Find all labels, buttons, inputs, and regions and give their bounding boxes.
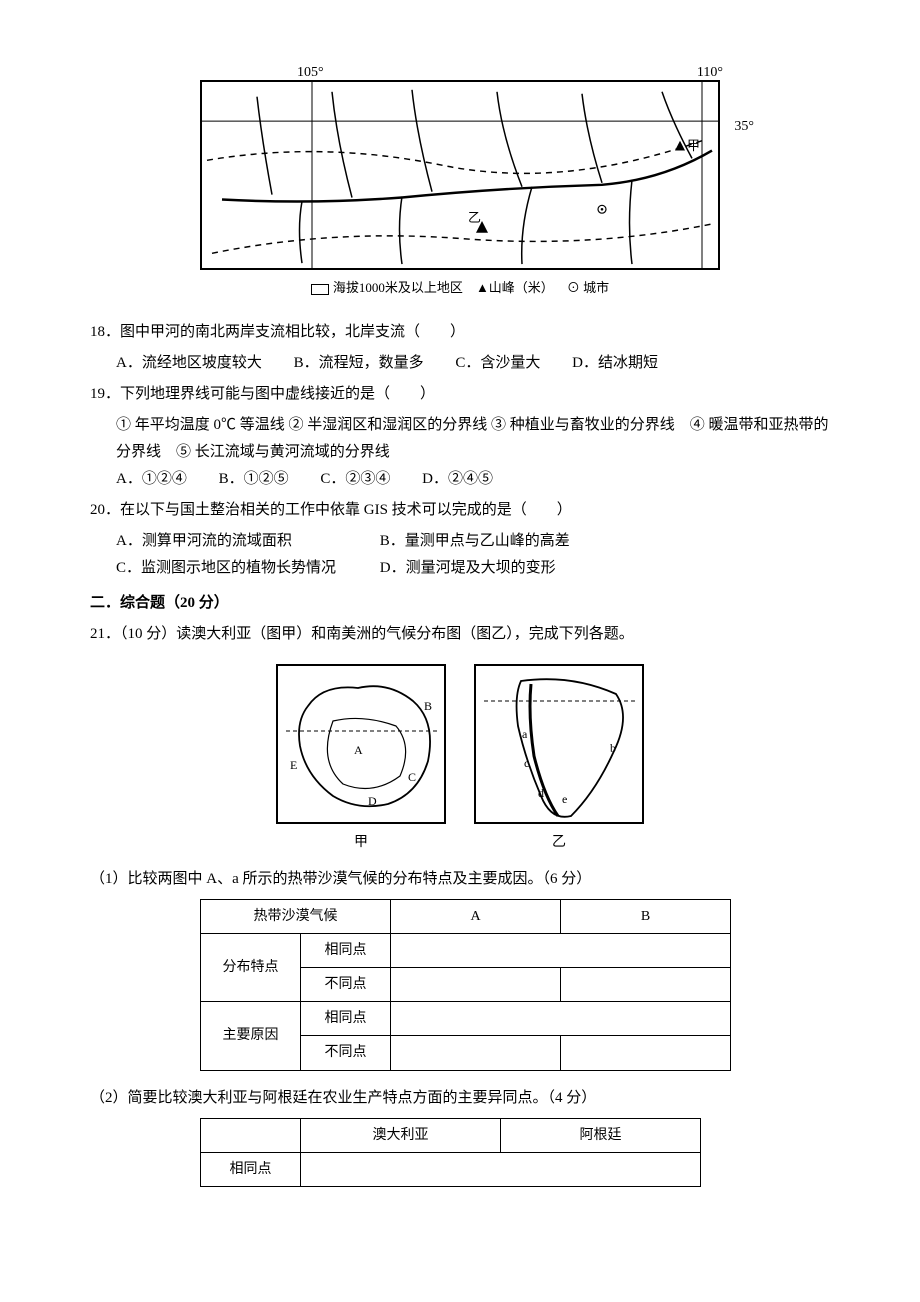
table-row: 热带沙漠气候 A B xyxy=(201,899,731,933)
legend-peak-text: ▲山峰（米） xyxy=(476,280,554,295)
climate-fig-right-caption: 乙 xyxy=(474,830,644,855)
t2-r1: 相同点 xyxy=(201,1152,301,1186)
fig-right-d: d xyxy=(538,783,544,805)
fig-right-e: e xyxy=(562,789,567,811)
t1-blank[interactable] xyxy=(391,1002,731,1036)
q20-row1: A．测算甲河流的流域面积 B．量测甲点与乙山峰的高差 xyxy=(90,528,830,555)
fig-left-D: D xyxy=(368,791,377,813)
q21-table2: 澳大利亚 阿根廷 相同点 xyxy=(200,1118,701,1187)
q20-stem: 在以下与国土整治相关的工作中依靠 GIS 技术可以完成的是（ ） xyxy=(120,502,572,518)
q19-A: A．①②④ xyxy=(116,466,187,493)
climate-fig-sa: a b c d e xyxy=(474,664,644,824)
t1-r2: 主要原因 xyxy=(201,1002,301,1070)
q20-A: A．测算甲河流的流域面积 xyxy=(116,528,376,555)
q20-row2: C．监测图示地区的植物长势情况 D．测量河堤及大坝的变形 xyxy=(90,555,830,582)
climate-fig-right-col: a b c d e 乙 xyxy=(474,664,644,855)
section-2-title: 二．综合题（20 分） xyxy=(90,590,830,617)
table-row: 相同点 xyxy=(201,1152,701,1186)
fig-left-E: E xyxy=(290,755,297,777)
table-row: 主要原因 相同点 xyxy=(201,1002,731,1036)
q20-D: D．测量河堤及大坝的变形 xyxy=(380,560,556,576)
climate-fig-australia: A B C D E xyxy=(276,664,446,824)
q18-choices: A．流经地区坡度较大 B．流程短，数量多 C．含沙量大 D．结冰期短 xyxy=(90,350,830,377)
q19-num: 19． xyxy=(90,386,120,402)
q21-num: 21． xyxy=(90,626,120,642)
legend-elev-box xyxy=(311,284,329,295)
map-label-yi: 乙 xyxy=(468,206,481,229)
t1-h1: 热带沙漠气候 xyxy=(201,899,391,933)
q20-C: C．监测图示地区的植物长势情况 xyxy=(116,555,376,582)
climate-fig-left-col: A B C D E 甲 xyxy=(276,664,446,855)
q21-sub2: （2）简要比较澳大利亚与阿根廷在农业生产特点方面的主要异同点。（4 分） xyxy=(90,1085,830,1112)
table-row: 分布特点 相同点 xyxy=(201,933,731,967)
q19-B: B．①②⑤ xyxy=(219,466,289,493)
q19-statements: ① 年平均温度 0℃ 等温线 ② 半湿润区和湿润区的分界线 ③ 种植业与畜牧业的… xyxy=(90,412,830,466)
q20-num: 20． xyxy=(90,502,120,518)
t1-blank[interactable] xyxy=(561,967,731,1001)
t1-diff-2: 不同点 xyxy=(301,1036,391,1070)
q18-A: A．流经地区坡度较大 xyxy=(116,350,262,377)
latitude-right: 35° xyxy=(734,114,754,139)
t1-blank[interactable] xyxy=(561,1036,731,1070)
fig-left-C: C xyxy=(408,767,416,789)
t2-h2: 澳大利亚 xyxy=(301,1118,501,1152)
question-21: 21．（10 分）读澳大利亚（图甲）和南美洲的气候分布图（图乙），完成下列各题。 xyxy=(90,621,830,648)
t1-h3: B xyxy=(561,899,731,933)
map-rivers-sketch xyxy=(202,82,718,268)
q19-C: C．②③④ xyxy=(320,466,390,493)
q18-D: D．结冰期短 xyxy=(572,350,658,377)
map-legend: 海拔1000米及以上地区 ▲山峰（米） ⊙ 城市 xyxy=(200,276,720,299)
fig-right-b: b xyxy=(610,738,616,760)
q19-stem: 下列地理界线可能与图中虚线接近的是（ ） xyxy=(120,386,435,402)
question-19: 19．下列地理界线可能与图中虚线接近的是（ ） xyxy=(90,381,830,408)
climate-fig-left-caption: 甲 xyxy=(276,830,446,855)
t1-diff-1: 不同点 xyxy=(301,967,391,1001)
q18-C: C．含沙量大 xyxy=(455,350,540,377)
q21-sub1: （1）比较两图中 A、a 所示的热带沙漠气候的分布特点及主要成因。（6 分） xyxy=(90,866,830,893)
q18-B: B．流程短，数量多 xyxy=(294,350,424,377)
map-label-jia: 甲 xyxy=(687,134,700,157)
t2-blank[interactable] xyxy=(301,1152,701,1186)
q18-num: 18． xyxy=(90,324,120,340)
table-row: 澳大利亚 阿根廷 xyxy=(201,1118,701,1152)
t1-h2: A xyxy=(391,899,561,933)
t1-same-2: 相同点 xyxy=(301,1002,391,1036)
fig-left-A: A xyxy=(354,740,363,762)
q19-D: D．②④⑤ xyxy=(422,466,493,493)
question-18: 18．图中甲河的南北两岸支流相比较，北岸支流（ ） xyxy=(90,319,830,346)
climate-figures: A B C D E 甲 a b c d e 乙 xyxy=(90,664,830,855)
fig-left-B: B xyxy=(424,696,432,718)
topographic-map: 105° 110° 35° xyxy=(200,80,720,299)
t1-same-1: 相同点 xyxy=(301,933,391,967)
q18-stem: 图中甲河的南北两岸支流相比较，北岸支流（ ） xyxy=(120,324,465,340)
t2-h3: 阿根廷 xyxy=(501,1118,701,1152)
q21-table1: 热带沙漠气候 A B 分布特点 相同点 不同点 主要原因 相同点 不同点 xyxy=(200,899,731,1071)
legend-elev-text: 海拔1000米及以上地区 xyxy=(333,280,463,295)
legend-city-text: ⊙ 城市 xyxy=(567,280,609,295)
q19-choices: A．①②④ B．①②⑤ C．②③④ D．②④⑤ xyxy=(90,466,830,493)
question-20: 20．在以下与国土整治相关的工作中依靠 GIS 技术可以完成的是（ ） xyxy=(90,497,830,524)
australia-outline xyxy=(278,666,448,826)
t1-blank[interactable] xyxy=(391,967,561,1001)
t1-r1: 分布特点 xyxy=(201,933,301,1001)
q21-stem: （10 分）读澳大利亚（图甲）和南美洲的气候分布图（图乙），完成下列各题。 xyxy=(120,626,634,642)
q20-B: B．量测甲点与乙山峰的高差 xyxy=(380,533,570,549)
t1-blank[interactable] xyxy=(391,1036,561,1070)
fig-right-c: c xyxy=(524,753,529,775)
t2-blank-header xyxy=(201,1118,301,1152)
t1-blank[interactable] xyxy=(391,933,731,967)
fig-right-a: a xyxy=(522,724,527,746)
south-america-outline xyxy=(476,666,646,826)
map-box: 105° 110° 35° xyxy=(200,80,720,270)
